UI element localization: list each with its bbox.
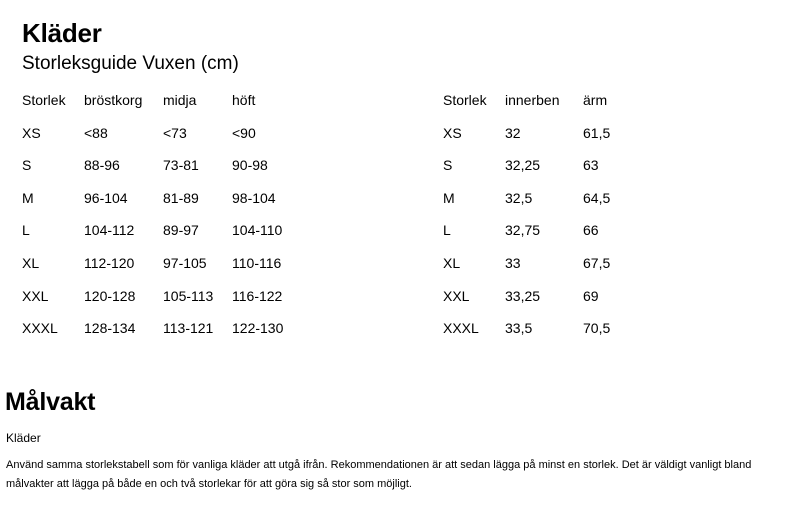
cell-hoft: 110-116 [232,254,282,271]
cell-brostkorg: 88-96 [84,157,120,174]
table-row: L 104-112 89-97 104-110 [22,222,322,255]
table-row: L 32,75 66 [443,222,653,255]
cell-innerben: 32 [505,124,521,141]
cell-innerben: 33,5 [505,320,533,337]
table-row: M 96-104 81-89 98-104 [22,190,322,223]
cell-arm: 63 [583,157,599,174]
table-row: XXL 33,25 69 [443,288,653,321]
cell-midja: 113-121 [163,320,214,337]
cell-size: M [443,189,455,206]
column-header-innerben: innerben [505,92,560,108]
column-header-storlek: Storlek [443,92,487,108]
cell-size: S [22,157,32,174]
clothing-inseam-sleeve-table: Storlek innerben ärm XS 32 61,5 S 32,25 … [443,92,653,353]
cell-size: XXXL [443,320,479,337]
table-header-row: Storlek innerben ärm [443,92,653,125]
table-row: XS <88 <73 <90 [22,125,322,158]
cell-hoft: 90-98 [232,157,268,174]
cell-innerben: 32,25 [505,157,541,174]
cell-midja: 73-81 [163,157,199,174]
cell-arm: 64,5 [583,189,611,206]
table-row: XL 33 67,5 [443,255,653,288]
goalie-subheading: Kläder [6,431,41,445]
cell-brostkorg: <88 [84,124,108,141]
cell-innerben: 32,5 [505,189,533,206]
cell-midja: 105-113 [163,287,214,304]
column-header-arm: ärm [583,92,608,108]
table-row: M 32,5 64,5 [443,190,653,223]
cell-hoft: 116-122 [232,287,283,304]
table-row: XXXL 33,5 70,5 [443,320,653,353]
table-row: XS 32 61,5 [443,125,653,158]
cell-hoft: 122-130 [232,320,284,337]
cell-innerben: 33 [505,254,521,271]
column-header-midja: midja [163,92,197,108]
column-header-brostkorg: bröstkorg [84,92,143,108]
cell-arm: 69 [583,287,599,304]
page-title: Kläder [22,18,102,48]
cell-midja: 97-105 [163,254,207,271]
cell-hoft: 104-110 [232,222,283,239]
table-row: XXXL 128-134 113-121 122-130 [22,320,322,353]
cell-size: L [443,222,451,239]
cell-innerben: 33,25 [505,287,541,304]
cell-size: XS [443,124,462,141]
cell-hoft: <90 [232,124,256,141]
cell-arm: 67,5 [583,254,611,271]
cell-midja: <73 [163,124,187,141]
table-row: XXL 120-128 105-113 116-122 [22,288,322,321]
clothing-subtitle: Storleksguide Vuxen (cm) [22,53,239,74]
table-row: XL 112-120 97-105 110-116 [22,255,322,288]
cell-brostkorg: 104-112 [84,222,135,239]
cell-midja: 81-89 [163,189,199,206]
goalie-body-text: Använd samma storlekstabell som för vanl… [6,459,752,490]
cell-size: L [22,222,30,239]
table-row: S 32,25 63 [443,157,653,190]
cell-brostkorg: 112-120 [84,254,135,271]
cell-brostkorg: 128-134 [84,320,136,337]
cell-size: XL [22,254,40,271]
clothing-measurements-table: Storlek bröstkorg midja höft XS <88 <73 … [22,92,322,353]
cell-brostkorg: 120-128 [84,287,136,304]
cell-arm: 70,5 [583,320,611,337]
cell-size: XL [443,254,461,271]
cell-hoft: 98-104 [232,189,276,206]
cell-brostkorg: 96-104 [84,189,128,206]
table-header-row: Storlek bröstkorg midja höft [22,92,322,125]
cell-size: XXL [22,287,49,304]
goalie-title: Målvakt [5,388,96,416]
cell-arm: 61,5 [583,124,611,141]
column-header-storlek: Storlek [22,92,66,108]
cell-arm: 66 [583,222,599,239]
cell-size: M [22,189,34,206]
cell-size: S [443,157,453,174]
cell-size: XXL [443,287,470,304]
cell-size: XXXL [22,320,58,337]
cell-midja: 89-97 [163,222,199,239]
cell-size: XS [22,124,41,141]
cell-innerben: 32,75 [505,222,541,239]
column-header-hoft: höft [232,92,256,108]
table-row: S 88-96 73-81 90-98 [22,157,322,190]
